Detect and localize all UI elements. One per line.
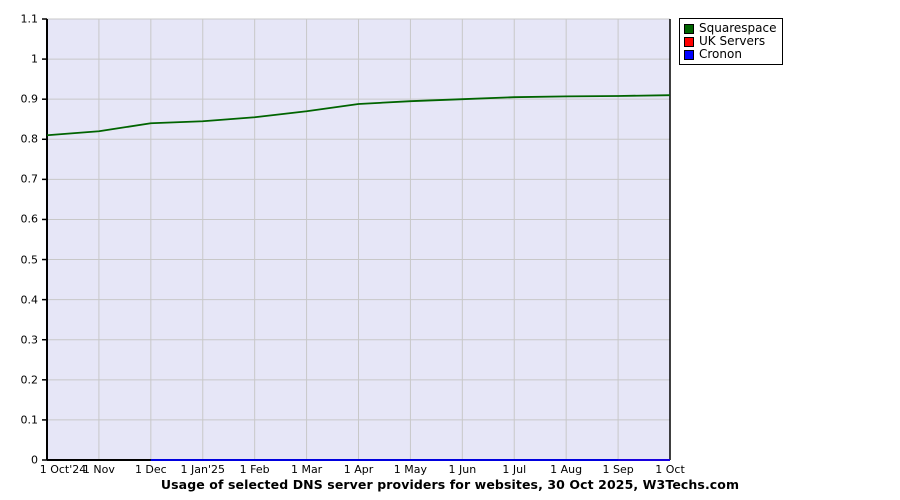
x-axis-tick-label: 1 Apr (343, 463, 374, 476)
x-axis-tick-label: 1 May (393, 463, 428, 476)
y-axis-tick-label: 0.6 (20, 212, 39, 226)
legend-item[interactable]: Cronon (684, 48, 776, 61)
y-axis-tick-label: 0.3 (20, 333, 39, 347)
chart-title: Usage of selected DNS server providers f… (160, 477, 740, 492)
x-axis-tick-label: 1 Sep (602, 463, 634, 476)
x-axis-tick-label: 1 Oct (655, 463, 685, 476)
x-axis-tick-label: 1 Jul (502, 463, 527, 476)
chart-legend: Squarespace UK Servers Cronon (679, 18, 784, 65)
legend-item[interactable]: Squarespace (684, 22, 776, 35)
legend-swatch-icon (684, 36, 694, 47)
x-axis-tick-label: 1 Aug (550, 463, 583, 476)
x-axis-tick-label: 1 Feb (239, 463, 270, 476)
x-axis-tick-label: 1 Jan'25 (180, 463, 225, 476)
y-axis-tick-label: 1.1 (20, 12, 39, 26)
y-axis-tick-label: 0.5 (20, 253, 39, 267)
y-axis-tick-label: 1 (31, 52, 38, 66)
x-axis-tick-label: 1 Mar (290, 463, 323, 476)
y-axis-tick-label: 0.7 (20, 172, 39, 186)
legend-label: UK Servers (699, 34, 766, 48)
y-axis-tick-label: 0.4 (20, 293, 39, 307)
x-axis-tick-label: 1 Oct'24 (39, 463, 87, 476)
plot-area (47, 19, 670, 460)
legend-label: Squarespace (699, 21, 777, 35)
y-axis-tick-label: 0.2 (20, 373, 39, 387)
legend-swatch-icon (684, 49, 694, 60)
y-axis-tick-label: 0 (31, 453, 38, 467)
legend-label: Cronon (699, 47, 742, 61)
y-axis-tick-label: 0.1 (20, 413, 39, 427)
legend-item[interactable]: UK Servers (684, 35, 776, 48)
y-axis-tick-label: 0.8 (20, 132, 39, 146)
legend-swatch-icon (684, 23, 694, 34)
x-axis-tick-label: 1 Jun (448, 463, 477, 476)
x-axis-tick-label: 1 Nov (82, 463, 115, 476)
x-axis-tick-label: 1 Dec (134, 463, 167, 476)
y-axis-tick-label: 0.9 (20, 92, 39, 106)
